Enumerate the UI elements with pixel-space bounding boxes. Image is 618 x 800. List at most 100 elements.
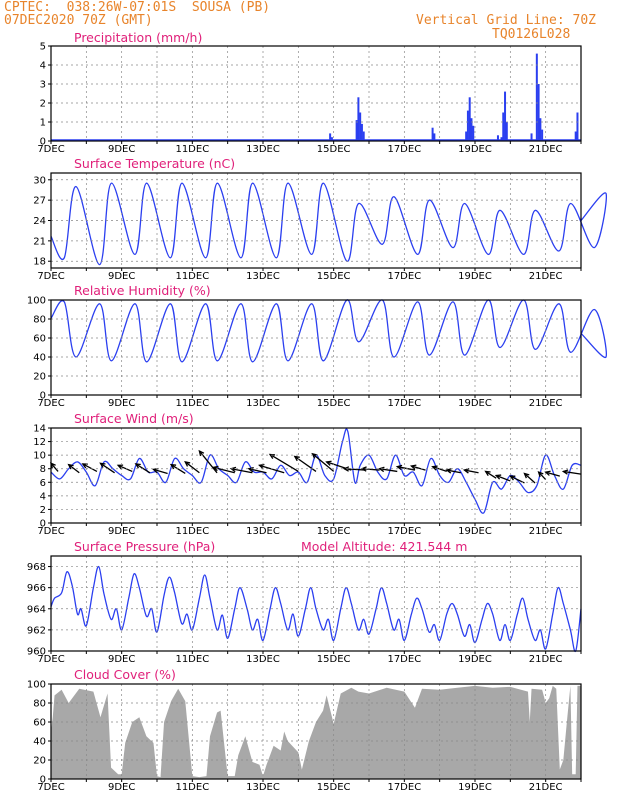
y-tick-label: 1 <box>40 118 46 129</box>
precip-bar <box>357 97 360 141</box>
precip-bar <box>466 110 469 141</box>
wind-arrow <box>510 475 525 484</box>
wind-arrow <box>248 468 267 474</box>
x-tick-label: 11DEC <box>175 654 209 665</box>
x-tick-label: 15DEC <box>317 782 351 793</box>
x-tick-label: 19DEC <box>458 398 492 409</box>
x-tick-label: 21DEC <box>529 526 563 537</box>
x-tick-label: 19DEC <box>458 526 492 537</box>
precip-bar <box>433 133 436 141</box>
wind-arrow <box>379 468 398 473</box>
wind-arrowhead <box>342 466 350 472</box>
x-tick-label: 19DEC <box>458 271 492 282</box>
x-tick-label: 7DEC <box>37 398 64 409</box>
x-tick-label: 11DEC <box>175 782 209 793</box>
y-tick-label: 40 <box>33 353 46 364</box>
precip-bar <box>574 131 577 141</box>
y-tick-label: 60 <box>33 718 46 729</box>
x-tick-label: 21DEC <box>529 144 563 155</box>
x-tick-label: 9DEC <box>108 144 135 155</box>
wind-arrow <box>100 462 115 474</box>
x-tick-label: 15DEC <box>317 526 351 537</box>
precip-bar <box>576 112 579 141</box>
x-tick-label: 17DEC <box>387 654 421 665</box>
y-tick-label: 3 <box>40 80 46 91</box>
x-tick-label: 11DEC <box>175 398 209 409</box>
x-tick-label: 7DEC <box>37 654 64 665</box>
precip-bar <box>502 112 505 141</box>
y-tick-label: 2 <box>40 505 46 516</box>
wind-arrow <box>495 474 511 482</box>
panel-title: Cloud Cover (%) <box>74 667 176 682</box>
precip-bar <box>496 135 499 141</box>
precip-bar <box>360 123 363 141</box>
x-tick-label: 15DEC <box>317 271 351 282</box>
wind-arrowhead <box>431 465 438 471</box>
y-tick-label: 100 <box>27 680 46 691</box>
y-tick-label: 966 <box>27 583 46 594</box>
precip-bar <box>468 97 471 141</box>
header-model: TQ0126L028 <box>492 27 571 42</box>
precip-bar <box>362 131 365 141</box>
x-tick-label: 7DEC <box>37 271 64 282</box>
precip-bar <box>330 137 333 141</box>
panel-frame <box>50 427 582 524</box>
y-tick-label: 80 <box>33 699 46 710</box>
wind-arrowhead <box>395 464 403 471</box>
x-tick-label: 9DEC <box>108 271 135 282</box>
panel-title: Surface Temperature (nC) <box>74 156 235 171</box>
y-tick-label: 80 <box>33 315 46 326</box>
header-grid-note: Vertical Grid Line: 70Z <box>416 13 597 28</box>
y-tick-label: 0 <box>40 137 46 148</box>
wind-arrow <box>269 453 299 472</box>
x-tick-label: 21DEC <box>529 398 563 409</box>
y-tick-label: 0 <box>40 775 46 786</box>
wind-arrow <box>411 465 426 471</box>
wind-arrowhead <box>494 474 502 480</box>
wind-arrow <box>198 450 218 474</box>
y-tick-label: 20 <box>33 756 46 767</box>
wind-arrowhead <box>484 470 491 477</box>
panel-2: 0 20 40 60 80 100 7DEC 9DEC 11DEC 13DEC 15DEC 17DEC… <box>27 283 608 409</box>
y-tick-label: 14 <box>33 424 46 435</box>
y-tick-label: 964 <box>27 604 46 615</box>
x-tick-label: 21DEC <box>529 782 563 793</box>
precip-bar <box>539 118 542 141</box>
header-station: CPTEC: 038:26W-07:01S SOUSA (PB) <box>4 0 271 15</box>
series-line <box>50 299 608 363</box>
x-tick-label: 7DEC <box>37 144 64 155</box>
wind-arrow <box>545 471 560 477</box>
wind-arrowhead <box>378 466 385 473</box>
x-tick-label: 15DEC <box>317 398 351 409</box>
wind-arrowhead <box>116 464 124 470</box>
wind-arrow <box>361 468 380 471</box>
x-tick-label: 7DEC <box>37 526 64 537</box>
precip-bar <box>472 125 475 141</box>
x-tick-label: 21DEC <box>529 271 563 282</box>
precip-bar <box>535 53 538 141</box>
wind-arrowhead <box>99 462 106 468</box>
panel-4: 960 962 964 966 968 7DEC 9DEC 11DEC 13DEC 15DEC 17… <box>27 539 582 665</box>
wind-arrowhead <box>169 463 177 470</box>
y-tick-label: 18 <box>33 257 46 268</box>
wind-arrow <box>68 464 80 474</box>
y-tick-label: 5 <box>40 42 46 53</box>
series-line <box>50 182 608 266</box>
panel-1: 18 21 24 27 30 7DEC 9DEC 11DEC 13DEC 15DEC 17DEC 19… <box>33 156 608 282</box>
y-tick-label: 2 <box>40 99 46 110</box>
precip-bar <box>537 84 540 141</box>
y-tick-label: 0 <box>40 519 46 530</box>
wind-arrow <box>538 471 547 481</box>
panel-frame <box>50 683 582 780</box>
x-tick-label: 9DEC <box>108 654 135 665</box>
header-date: 07DEC2020 70Z (GMT) <box>4 13 153 28</box>
wind-arrow <box>312 453 335 472</box>
precip-bar <box>470 118 473 141</box>
wind-arrowhead <box>462 468 470 474</box>
x-tick-label: 19DEC <box>458 782 492 793</box>
precip-bar <box>355 120 358 141</box>
panel-3: 0 2 4 6 8 10 12 14 7DEC 9DEC 11DEC 13DEC 15DEC 17DEC 1… <box>33 411 582 537</box>
x-tick-label: 17DEC <box>387 398 421 409</box>
wind-arrowhead <box>212 465 219 472</box>
y-tick-label: 20 <box>33 372 46 383</box>
